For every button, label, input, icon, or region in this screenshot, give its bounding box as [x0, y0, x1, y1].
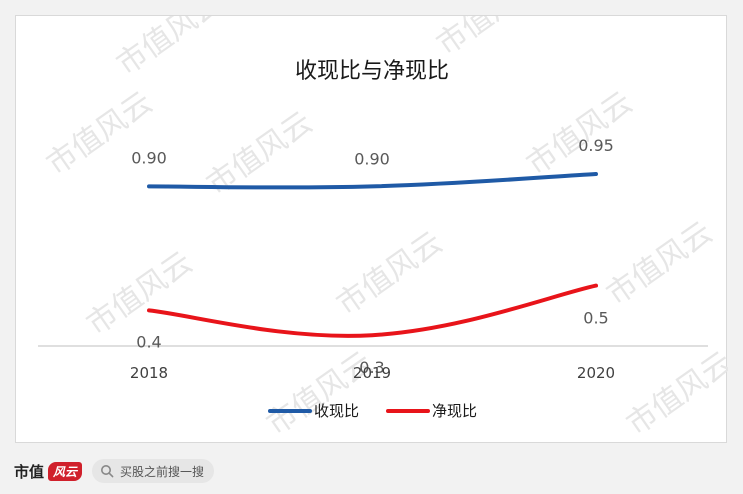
x-tick-label: 2019 [353, 364, 391, 382]
watermark-text: 市值风云 [431, 16, 549, 63]
watermark-text: 市值风云 [521, 85, 639, 182]
data-label: 0.90 [354, 149, 390, 168]
search-placeholder: 买股之前搜一搜 [120, 464, 205, 479]
x-tick-label: 2020 [577, 364, 615, 382]
watermark-text: 市值风云 [111, 16, 229, 83]
watermark-text: 市值风云 [621, 345, 728, 442]
brand-name: 市值 [14, 462, 45, 481]
data-label: 0.4 [136, 332, 161, 351]
x-tick-label: 2018 [130, 364, 168, 382]
legend-label: 净现比 [432, 402, 477, 420]
watermark-text: 市值风云 [41, 85, 159, 182]
data-label: 0.90 [131, 148, 167, 167]
data-label: 0.95 [578, 136, 614, 155]
series-layer [147, 172, 598, 338]
brand-mark: 风云 [48, 461, 83, 481]
brand-logo[interactable]: 市值 风云 [14, 461, 83, 482]
legend: 收现比 净现比 [268, 402, 477, 420]
watermark-text: 市值风云 [331, 225, 449, 322]
legend-label: 收现比 [314, 402, 359, 420]
search-icon [101, 465, 114, 478]
search-box[interactable]: 买股之前搜一搜 [92, 459, 215, 483]
watermark-text: 市值风云 [601, 215, 719, 312]
data-label: 0.3 [359, 358, 384, 377]
data-labels: 0.90 0.90 0.95 0.4 0.3 0.5 [131, 136, 614, 377]
chart-card: 市值风云市值风云市值风云市值风云市值风云市值风云市值风云市值风云市值风云市值风云… [15, 15, 728, 443]
footer-bar: 市值 风云 买股之前搜一搜 [0, 448, 743, 494]
x-axis-ticks: 2018 2019 2020 [130, 364, 615, 382]
data-label: 0.5 [583, 309, 608, 328]
chart-title: 收现比与净现比 [295, 59, 449, 84]
chart: 市值风云市值风云市值风云市值风云市值风云市值风云市值风云市值风云市值风云市值风云… [38, 16, 728, 443]
watermark-text: 市值风云 [81, 245, 199, 342]
